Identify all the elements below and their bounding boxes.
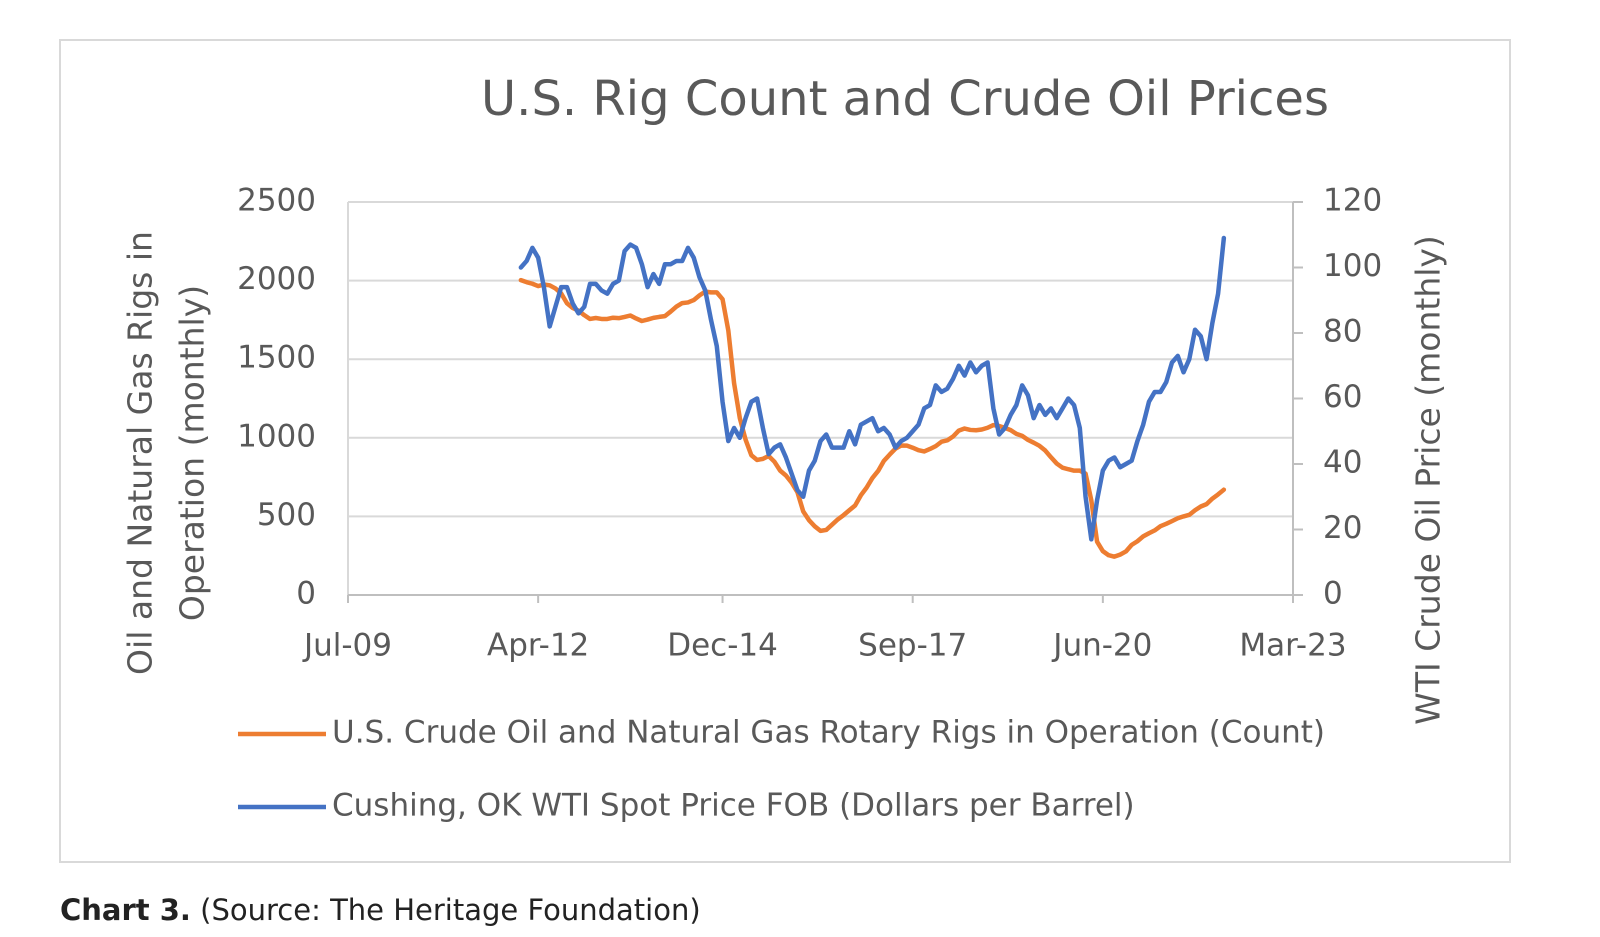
y-tick-label: 2000 bbox=[237, 261, 316, 297]
x-tick-label: Sep-17 bbox=[858, 628, 967, 664]
x-tick-label: Dec-14 bbox=[667, 628, 778, 664]
y-axis-label: Oil and Natural Gas Rigs in bbox=[121, 231, 160, 675]
y-tick-label: 1000 bbox=[237, 418, 316, 454]
y2-tick-label: 100 bbox=[1323, 248, 1382, 284]
caption: Chart 3. (Source: The Heritage Foundatio… bbox=[60, 893, 701, 927]
legend-label: U.S. Crude Oil and Natural Gas Rotary Ri… bbox=[332, 715, 1325, 751]
data-line bbox=[518, 235, 1227, 542]
y-tick-label: 2500 bbox=[237, 183, 316, 219]
caption-label: Chart 3. bbox=[60, 893, 191, 927]
x-tick-label: Jul-09 bbox=[302, 628, 392, 664]
data-line bbox=[518, 277, 1227, 559]
y2-tick-label: 40 bbox=[1323, 445, 1362, 481]
y2-tick-label: 120 bbox=[1323, 183, 1382, 219]
chart-title: U.S. Rig Count and Crude Oil Prices bbox=[481, 71, 1329, 127]
y2-axis-label: WTI Crude Oil Price (monthly) bbox=[1409, 235, 1448, 725]
y2-tick-label: 20 bbox=[1323, 510, 1362, 546]
y-tick-label: 1500 bbox=[237, 340, 316, 376]
x-tick-label: Apr-12 bbox=[487, 628, 589, 664]
chart: U.S. Rig Count and Crude Oil Prices Oil … bbox=[59, 39, 1511, 863]
y2-tick-label: 80 bbox=[1323, 314, 1362, 350]
x-tick-label: Jun-20 bbox=[1051, 628, 1152, 664]
caption-text: (Source: The Heritage Foundation) bbox=[200, 893, 701, 927]
y-tick-label: 500 bbox=[257, 497, 316, 533]
y-axis-label: Operation (monthly) bbox=[173, 285, 212, 621]
y2-tick-label: 60 bbox=[1323, 379, 1362, 415]
y2-tick-label: 0 bbox=[1323, 576, 1343, 612]
x-tick-label: Mar-23 bbox=[1239, 628, 1346, 664]
legend-label: Cushing, OK WTI Spot Price FOB (Dollars … bbox=[332, 788, 1135, 824]
y-tick-label: 0 bbox=[296, 576, 316, 612]
